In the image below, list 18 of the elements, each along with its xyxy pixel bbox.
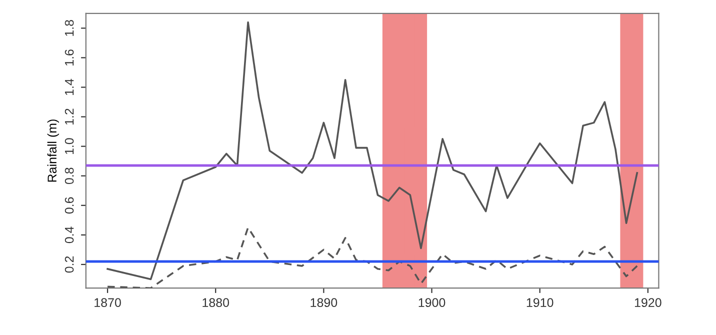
line-series: [106, 226, 638, 288]
y-tick-label: 0.6: [64, 197, 74, 214]
x-tick-label: 1920: [634, 298, 662, 308]
x-tick-label: 1910: [526, 298, 554, 308]
y-tick-label: 1.6: [64, 50, 74, 66]
y-tick-label: 1.2: [64, 108, 74, 125]
y-axis-title: Rainfall (m): [47, 120, 59, 182]
line-series: [106, 21, 638, 280]
y-tick-label: 1.4: [65, 78, 74, 95]
y-tick-label: 0.2: [64, 256, 74, 273]
y-tick-label: 1.0: [64, 138, 74, 154]
x-tick-label: 1900: [418, 298, 446, 308]
x-tick-label: 1880: [202, 298, 230, 308]
x-tick-label: 1890: [310, 298, 338, 308]
y-tick-label: 1.8: [64, 20, 74, 36]
y-tick-label: 0.8: [64, 168, 74, 184]
y-tick-label: 0.4: [64, 226, 74, 244]
x-tick-label: 1870: [94, 298, 121, 308]
